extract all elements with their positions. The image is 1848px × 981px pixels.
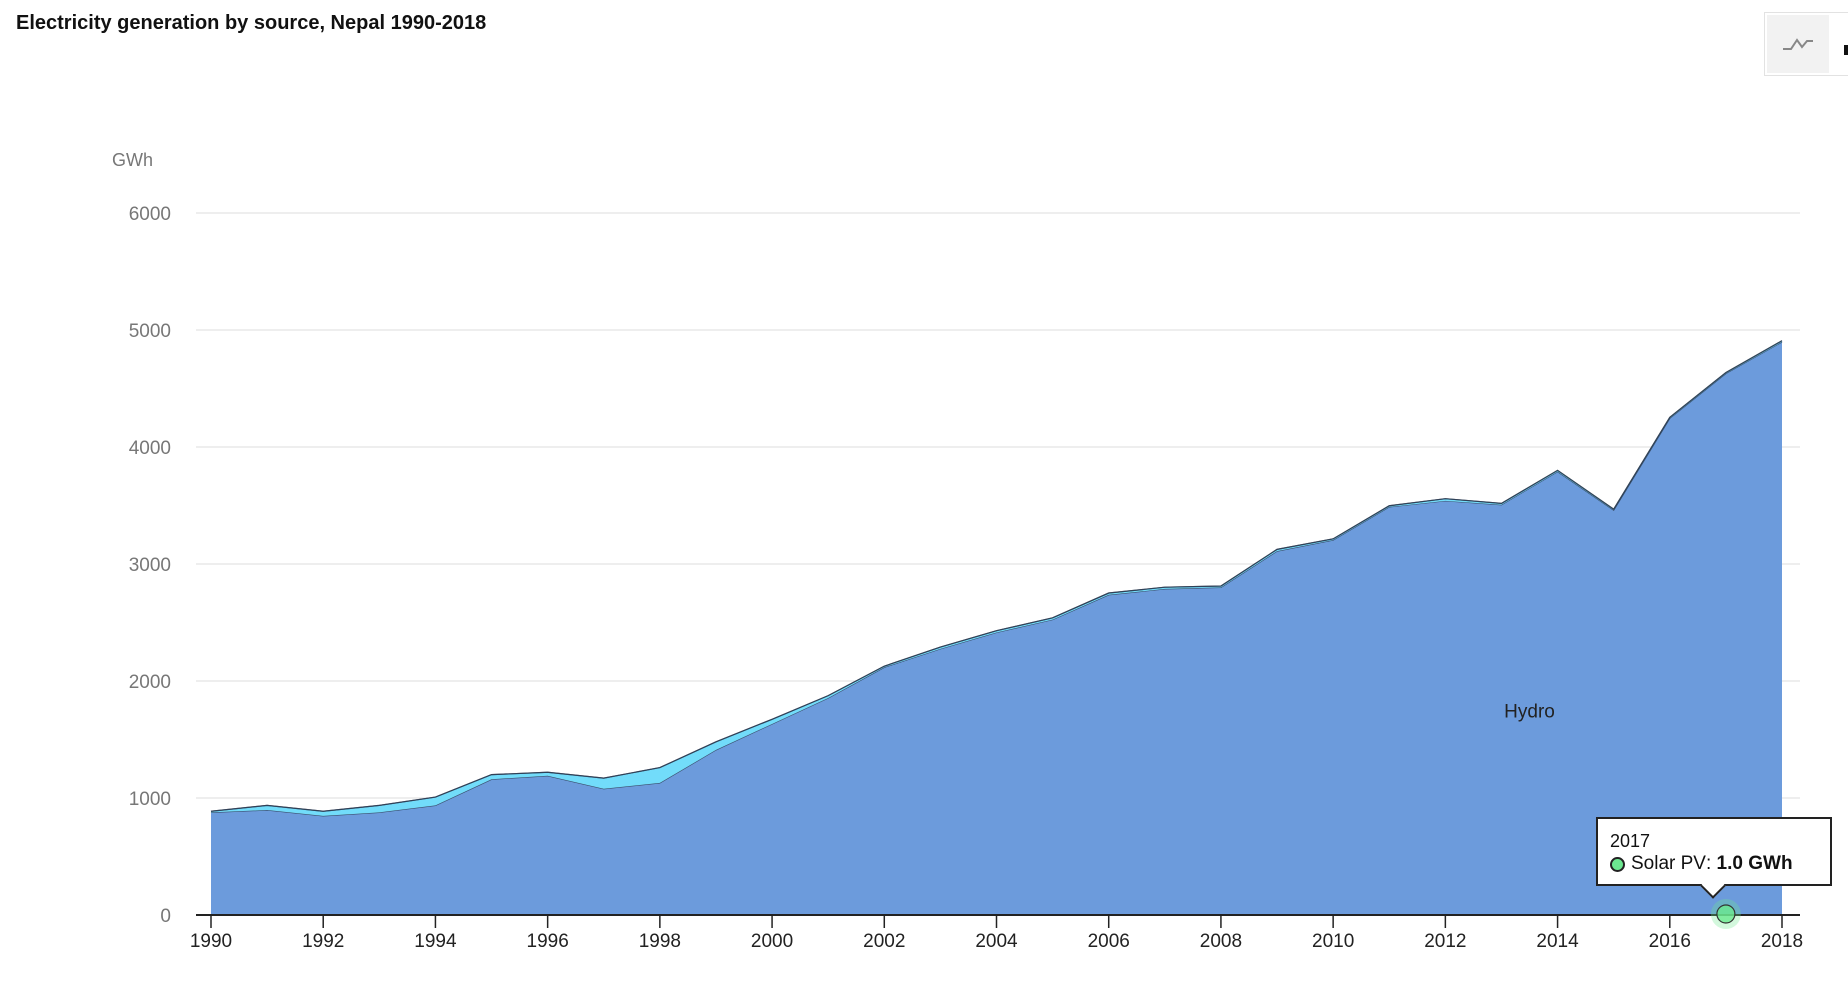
- x-tick-label: 1998: [639, 931, 681, 952]
- chart-title: Electricity generation by source, Nepal …: [16, 12, 487, 34]
- x-tick-label: 2010: [1312, 931, 1354, 952]
- series-area-hydro: [211, 341, 1782, 916]
- series-color-dot: [1610, 856, 1625, 872]
- y-tick-label: 1000: [129, 789, 171, 810]
- y-axis-label: GWh: [112, 150, 153, 170]
- line-chart-icon: [1767, 15, 1829, 73]
- x-tick-label: 1990: [190, 931, 232, 952]
- x-tick-label: 2012: [1424, 931, 1466, 952]
- series-label-hydro: Hydro: [1504, 701, 1555, 722]
- x-tick-label: 2008: [1200, 931, 1242, 952]
- tooltip-year: 2017: [1610, 831, 1651, 851]
- hover-marker: [1716, 904, 1736, 924]
- y-tick-label: 3000: [129, 555, 171, 576]
- chart-type-button[interactable]: [1764, 12, 1848, 76]
- y-tick-label: 6000: [129, 204, 171, 225]
- x-tick-label: 2000: [751, 931, 793, 952]
- x-tick-label: 1994: [414, 931, 457, 952]
- menu-button-edge[interactable]: [1844, 45, 1848, 55]
- tooltip-value: 1.0 GWh: [1716, 853, 1793, 874]
- x-tick-label: 2014: [1536, 931, 1579, 952]
- series-line: [210, 340, 1783, 812]
- x-tick-label: 2016: [1649, 931, 1691, 952]
- y-tick-label: 5000: [129, 321, 171, 342]
- tooltip-series: Solar PV: [1631, 853, 1706, 874]
- y-tick-label: 2000: [129, 672, 171, 693]
- x-tick-label: 2002: [863, 931, 905, 952]
- x-tick-label: 2006: [1088, 931, 1130, 952]
- y-tick-label: 4000: [129, 438, 171, 459]
- tooltip-separator: :: [1705, 853, 1712, 874]
- x-tick-label: 2004: [975, 931, 1018, 952]
- tooltip: 2017 Solar PV: 1.0 GWh: [1596, 817, 1832, 899]
- x-tick-label: 2018: [1761, 931, 1803, 952]
- x-tick-label: 1992: [302, 931, 344, 952]
- y-tick-label: 0: [160, 906, 171, 927]
- x-tick-label: 1996: [527, 931, 569, 952]
